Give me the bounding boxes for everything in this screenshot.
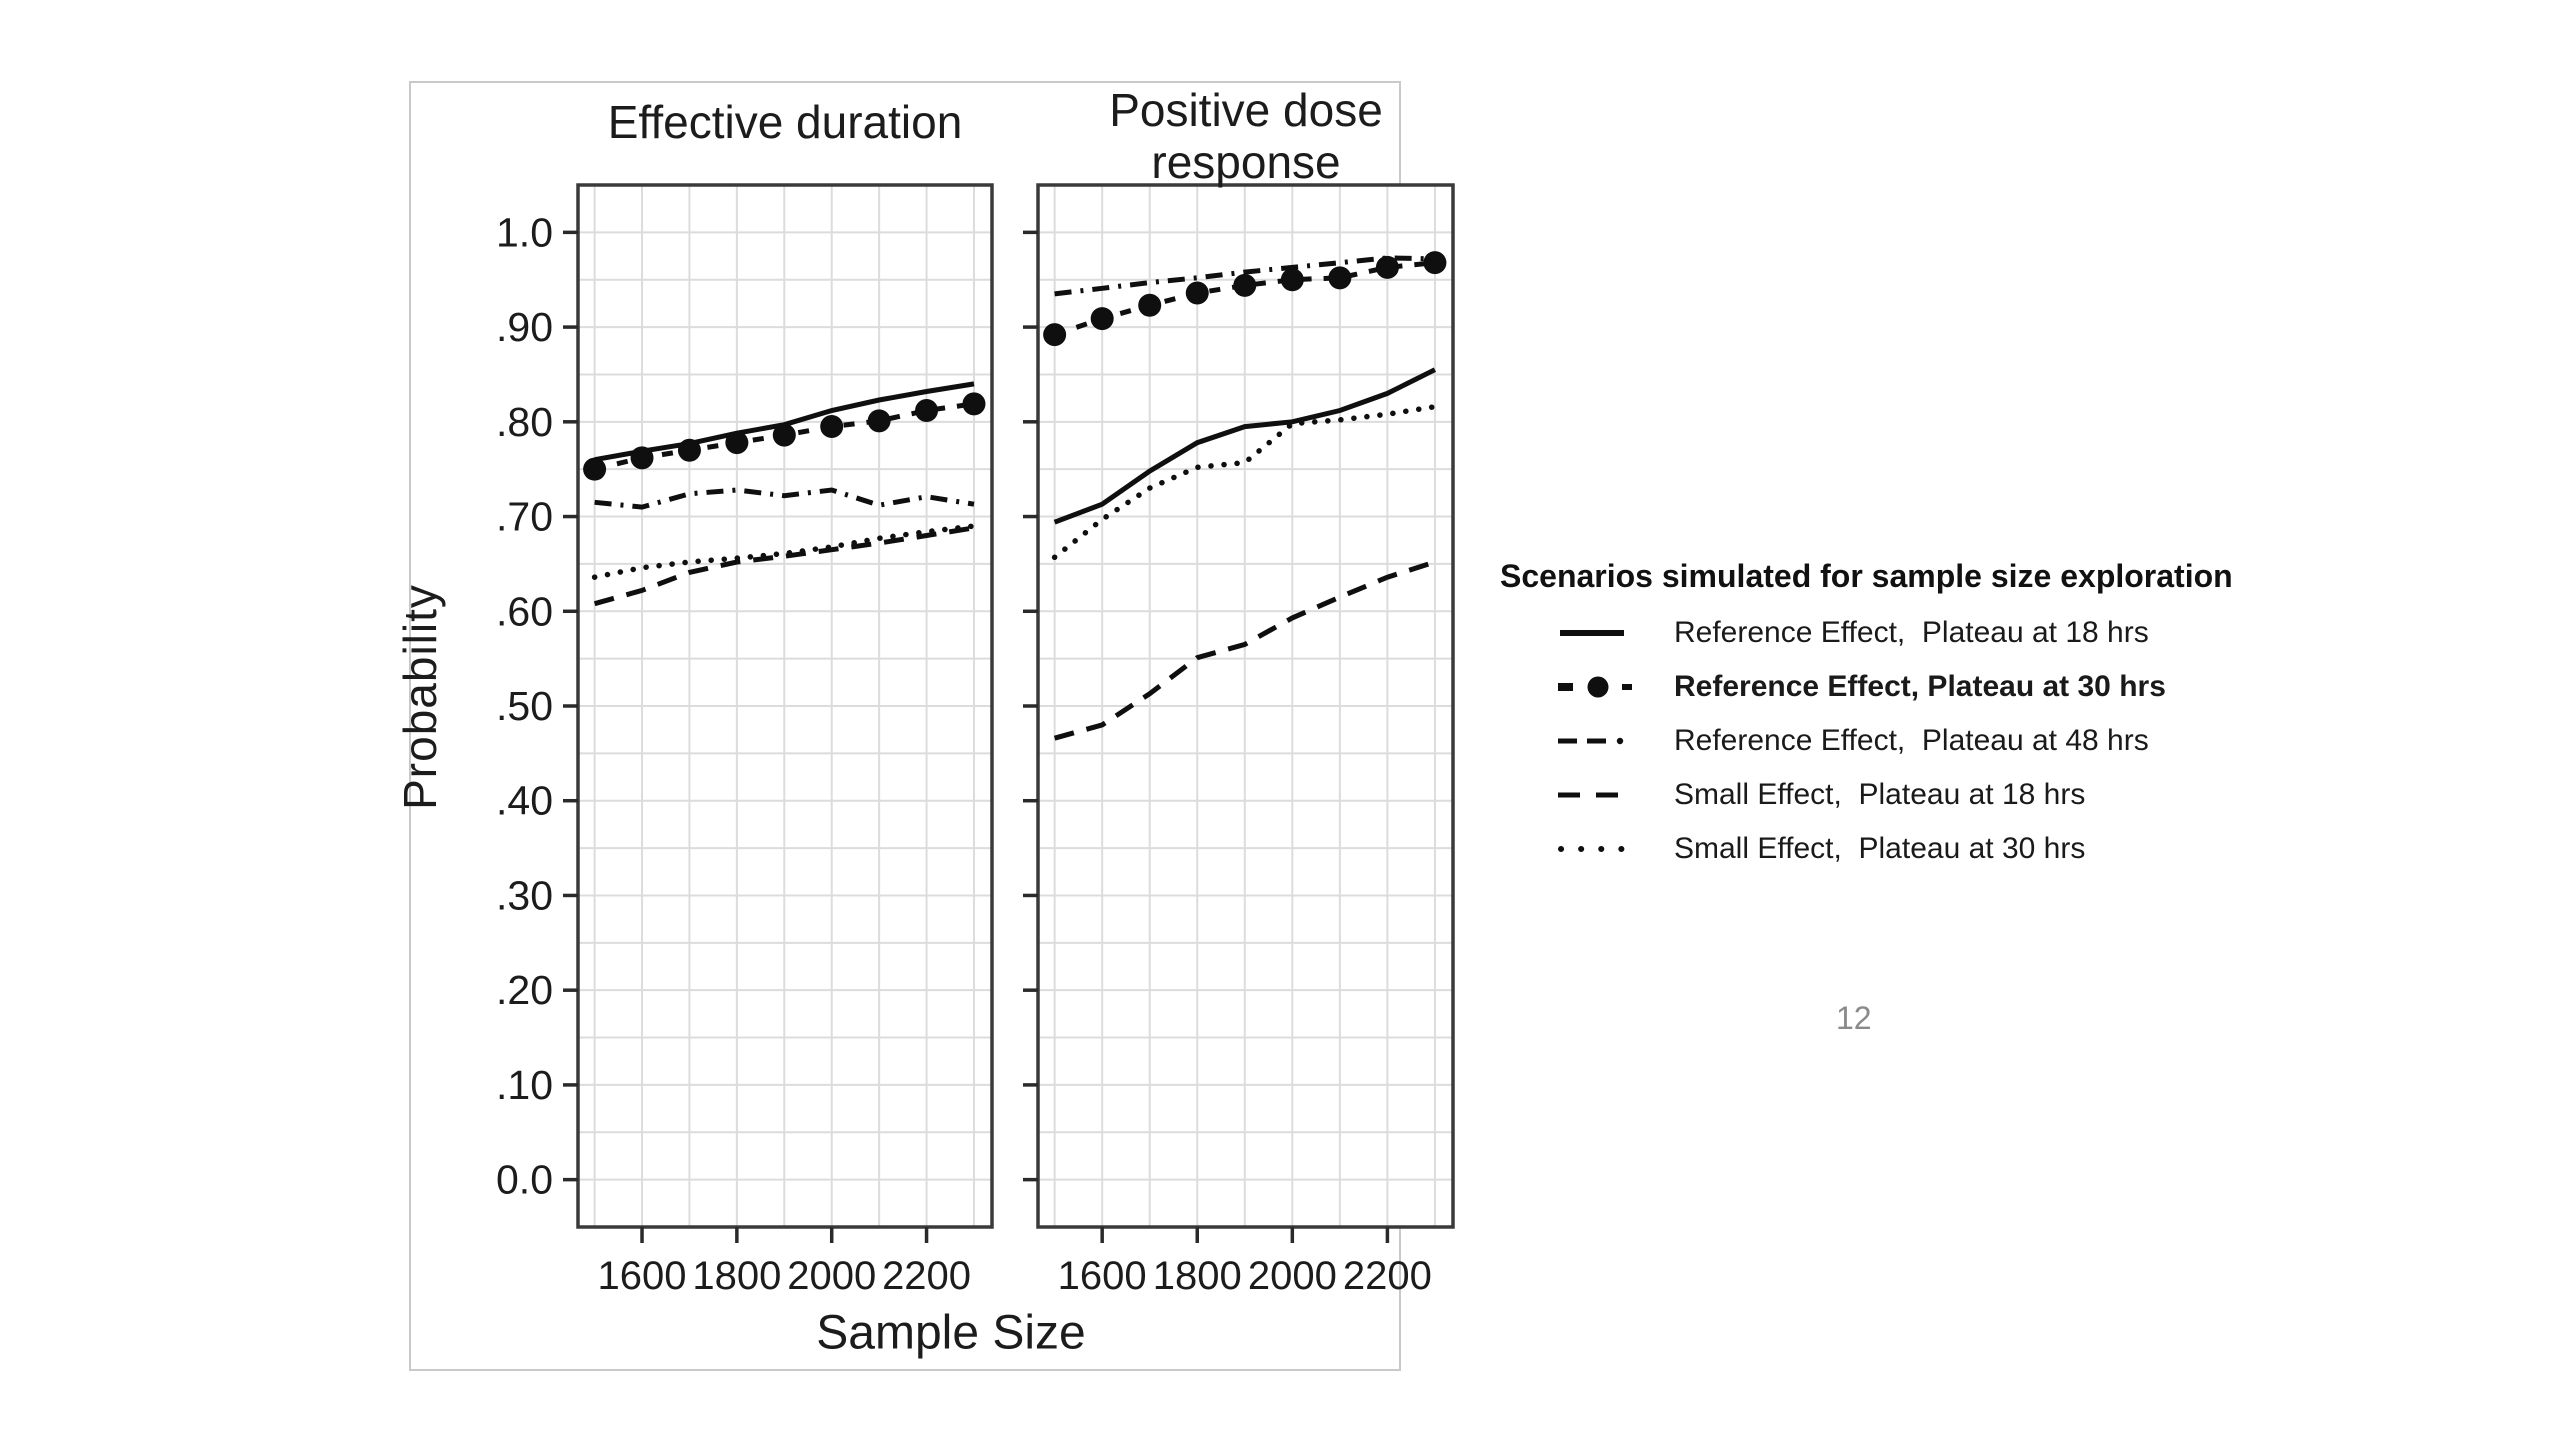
legend-item-3: Small Effect, Plateau at 18 hrs xyxy=(1500,778,2233,812)
x-axis-title: Sample Size xyxy=(816,1306,1086,1360)
gridlines xyxy=(578,185,992,1227)
legend-item-4: Small Effect, Plateau at 30 hrs xyxy=(1500,832,2233,866)
y-tick-label: .80 xyxy=(496,399,553,445)
legend-item-1: Reference Effect, Plateau at 30 hrs xyxy=(1500,670,2233,704)
y-axis-title: Probability xyxy=(394,584,446,810)
data-point-marker xyxy=(820,415,844,439)
legend: Scenarios simulated for sample size expl… xyxy=(1500,556,2233,866)
y-tick-label: .20 xyxy=(496,967,553,1013)
x-tick-label: 2200 xyxy=(882,1254,971,1298)
data-point-marker xyxy=(583,457,607,481)
series-group xyxy=(583,381,986,607)
page-number: 12 xyxy=(1836,1000,1872,1036)
legend-item-0: Reference Effect, Plateau at 18 hrs xyxy=(1500,616,2233,650)
panel-effective-duration: 1.0 .90 .80 .70 .60 .50 .40 .30 .20 .10 0.0 1600 180… xyxy=(496,183,994,1298)
series-line-long-dash xyxy=(1053,559,1436,741)
legend-swatch-dotted-icon xyxy=(1558,846,1631,852)
data-point-marker xyxy=(1233,273,1257,297)
legend-swatch-dash-circle-icon xyxy=(1558,676,1632,698)
x-tick-label: 2000 xyxy=(1248,1254,1337,1298)
legend-swatch-long-dash-icon xyxy=(1558,792,1626,798)
panel-title-positive-dose-response: Positive dose response xyxy=(1109,84,1383,188)
data-point-marker xyxy=(772,423,796,447)
gridlines xyxy=(1038,185,1453,1227)
x-tick-label: 1600 xyxy=(1058,1254,1147,1298)
data-point-marker xyxy=(1138,293,1162,317)
panel-title-effective-duration: Effective duration xyxy=(607,96,963,148)
legend-item-label: Small Effect, Plateau at 30 hrs xyxy=(1674,832,2086,865)
y-tick-label: .90 xyxy=(496,304,553,350)
series-line-solid xyxy=(1053,367,1437,525)
axis-ticks xyxy=(563,230,929,1243)
x-tick-label: 1800 xyxy=(692,1254,781,1298)
series-line-dotted xyxy=(591,523,977,580)
data-point-marker xyxy=(1328,266,1352,290)
data-point-marker xyxy=(725,431,749,455)
data-point-marker xyxy=(1185,281,1209,305)
data-point-marker xyxy=(867,409,891,433)
data-point-marker xyxy=(677,438,701,462)
x-tick-label: 2000 xyxy=(787,1254,876,1298)
data-point-marker xyxy=(1280,268,1304,292)
y-tick-label: .40 xyxy=(496,778,553,824)
legend-item-label: Reference Effect, Plateau at 18 hrs xyxy=(1674,616,2149,649)
data-point-marker xyxy=(915,398,939,422)
x-tick-label: 1800 xyxy=(1153,1254,1242,1298)
data-point-marker xyxy=(962,392,986,416)
legend-item-label: Small Effect, Plateau at 18 hrs xyxy=(1674,778,2086,811)
y-tick-label: .70 xyxy=(496,494,553,540)
legend-swatch-solid-icon xyxy=(1560,630,1624,636)
legend-item-2: Reference Effect, Plateau at 48 hrs xyxy=(1500,724,2233,758)
axis-tick-labels: 1.0 .90 .80 .70 .60 .50 .40 .30 .20 .10 0.0 1600 180… xyxy=(496,209,971,1298)
legend-items: Reference Effect, Plateau at 18 hrs Refer… xyxy=(1500,616,2233,866)
data-point-marker xyxy=(1090,307,1114,331)
data-point-marker xyxy=(630,446,654,470)
series-line-long-dash xyxy=(593,525,975,607)
data-point-marker xyxy=(1375,255,1399,279)
axis-ticks xyxy=(1023,230,1390,1243)
y-tick-label: 1.0 xyxy=(496,209,553,255)
series-line-dotted xyxy=(1051,403,1438,561)
y-tick-label: .50 xyxy=(496,683,553,729)
legend-title: Scenarios simulated for sample size expl… xyxy=(1500,558,2233,594)
legend-swatch-dash-dash-dot-icon xyxy=(1558,737,1624,745)
x-tick-label: 1600 xyxy=(598,1254,687,1298)
y-tick-label: 0.0 xyxy=(496,1157,553,1203)
series-line-dash-dash-dot xyxy=(1054,255,1435,297)
y-tick-label: .30 xyxy=(496,872,553,918)
legend-item-label: Reference Effect, Plateau at 30 hrs xyxy=(1674,670,2166,703)
panel-title-line-1: Positive dose xyxy=(1109,84,1383,136)
series-line-dash-dash-dot xyxy=(594,487,975,510)
axis-tick-labels: 1600 1800 2000 2200 xyxy=(1058,1254,1432,1298)
y-tick-label: .60 xyxy=(496,588,553,634)
data-point-marker xyxy=(1043,323,1067,347)
panel-title-line-2: response xyxy=(1151,136,1341,188)
series-group xyxy=(1043,251,1447,741)
legend-item-label: Reference Effect, Plateau at 48 hrs xyxy=(1674,724,2149,757)
x-tick-label: 2200 xyxy=(1343,1254,1432,1298)
data-point-marker xyxy=(1423,251,1447,275)
y-tick-label: .10 xyxy=(496,1062,553,1108)
panel-positive-dose-response: 1600 1800 2000 2200 xyxy=(1023,183,1455,1298)
series-line-dash-circle xyxy=(1053,260,1436,338)
